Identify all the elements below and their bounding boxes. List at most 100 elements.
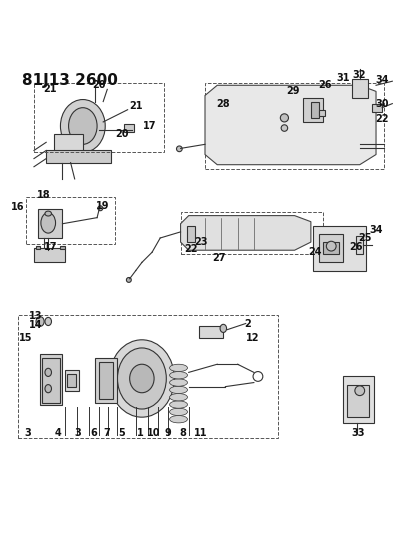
Ellipse shape	[60, 100, 105, 152]
Bar	[95, 358, 117, 403]
Text: 31: 31	[336, 73, 349, 83]
Ellipse shape	[281, 125, 287, 131]
Ellipse shape	[68, 108, 97, 144]
Text: 12: 12	[246, 333, 259, 343]
Bar	[180, 212, 322, 254]
Ellipse shape	[220, 324, 226, 333]
Text: 3: 3	[24, 427, 31, 438]
Bar	[36, 246, 40, 249]
Text: 1: 1	[137, 427, 144, 438]
Ellipse shape	[45, 318, 52, 326]
Text: 27: 27	[212, 253, 225, 263]
Text: 25: 25	[357, 233, 371, 243]
Text: 34: 34	[375, 75, 388, 85]
Text: 13: 13	[28, 311, 42, 321]
Bar	[371, 103, 381, 112]
Bar	[67, 374, 76, 386]
Ellipse shape	[45, 211, 52, 216]
Bar	[204, 83, 383, 169]
Text: 32: 32	[351, 70, 365, 80]
Text: 9: 9	[164, 427, 171, 438]
Text: 34: 34	[369, 225, 382, 235]
Text: 14: 14	[29, 320, 43, 330]
Bar	[42, 358, 60, 403]
Ellipse shape	[98, 206, 103, 211]
Bar	[318, 110, 324, 116]
Text: 24: 24	[308, 247, 321, 257]
Ellipse shape	[176, 146, 182, 152]
Ellipse shape	[169, 401, 187, 408]
Text: 15: 15	[19, 333, 32, 343]
Bar	[198, 326, 223, 338]
Text: 33: 33	[351, 429, 364, 439]
Text: 6: 6	[91, 427, 97, 438]
Ellipse shape	[169, 416, 187, 423]
Text: 21: 21	[129, 101, 142, 111]
Ellipse shape	[169, 379, 187, 386]
Text: 26: 26	[318, 80, 331, 90]
Text: 17: 17	[43, 242, 57, 252]
Ellipse shape	[117, 348, 166, 409]
Text: 16: 16	[11, 203, 25, 213]
Ellipse shape	[326, 241, 335, 251]
Ellipse shape	[280, 114, 288, 122]
Bar	[54, 134, 83, 155]
Text: 20: 20	[92, 80, 106, 90]
Text: 18: 18	[37, 190, 51, 200]
Text: 2: 2	[244, 319, 251, 329]
Bar	[318, 234, 343, 262]
Bar	[64, 370, 79, 391]
Bar	[302, 98, 322, 122]
Bar	[34, 83, 164, 152]
Text: 17: 17	[143, 121, 156, 131]
Text: 19: 19	[95, 201, 109, 211]
Polygon shape	[204, 85, 375, 165]
Ellipse shape	[169, 364, 187, 372]
Text: 5: 5	[118, 427, 125, 438]
Bar	[186, 226, 194, 242]
Ellipse shape	[169, 393, 187, 401]
Bar	[99, 362, 113, 399]
Text: 23: 23	[194, 237, 207, 247]
Text: 22: 22	[375, 114, 388, 124]
Bar	[46, 150, 111, 163]
Text: 8: 8	[179, 427, 186, 438]
Bar	[343, 376, 373, 423]
Bar	[60, 246, 64, 249]
Bar	[351, 79, 367, 98]
Bar	[310, 102, 318, 118]
Ellipse shape	[126, 278, 131, 282]
Text: 10: 10	[147, 427, 160, 438]
Text: 11: 11	[194, 427, 207, 438]
Ellipse shape	[109, 340, 174, 417]
Text: 3: 3	[74, 427, 81, 438]
Text: 20: 20	[115, 129, 128, 139]
Text: 7: 7	[103, 427, 110, 438]
Text: 29: 29	[285, 86, 299, 96]
Text: 81J13 2600: 81J13 2600	[22, 73, 117, 88]
Bar	[322, 242, 339, 254]
Ellipse shape	[41, 213, 55, 233]
Text: 28: 28	[216, 99, 229, 109]
Ellipse shape	[129, 364, 154, 393]
Bar	[123, 124, 133, 132]
Ellipse shape	[45, 385, 52, 393]
Ellipse shape	[169, 372, 187, 379]
Ellipse shape	[169, 386, 187, 393]
Ellipse shape	[45, 368, 52, 376]
Text: 22: 22	[184, 245, 197, 254]
Text: 21: 21	[43, 84, 57, 94]
Bar	[312, 226, 365, 271]
Text: 4: 4	[55, 427, 62, 438]
Bar	[26, 197, 115, 244]
Polygon shape	[180, 215, 310, 250]
Ellipse shape	[354, 386, 364, 395]
Bar	[40, 354, 62, 405]
Bar	[346, 385, 368, 417]
Bar	[18, 316, 278, 438]
Ellipse shape	[36, 317, 44, 326]
Bar	[38, 209, 62, 238]
Bar	[355, 236, 362, 254]
Bar	[34, 248, 64, 262]
Ellipse shape	[169, 408, 187, 416]
